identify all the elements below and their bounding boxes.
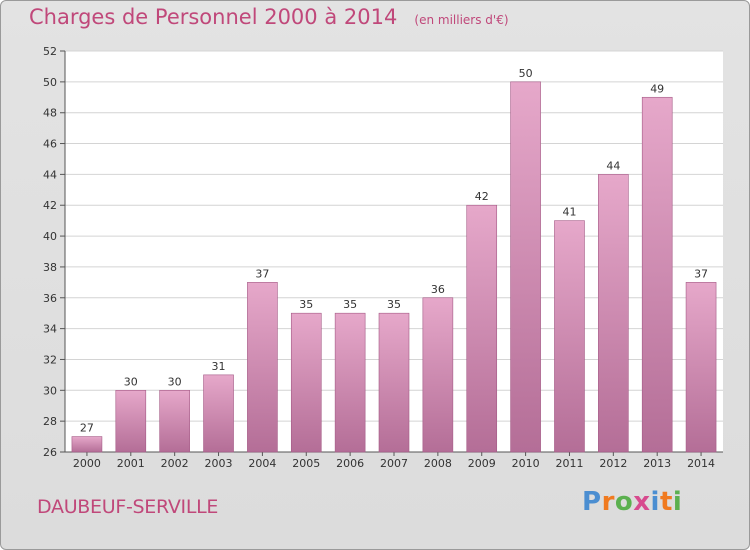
x-tick-label: 2001 (117, 457, 145, 470)
x-tick-label: 2006 (336, 457, 364, 470)
x-tick-label: 2014 (687, 457, 715, 470)
x-tick-label: 2008 (424, 457, 452, 470)
y-tick-label: 36 (43, 292, 57, 305)
y-tick-label: 46 (43, 138, 57, 151)
y-tick-label: 50 (43, 76, 57, 89)
y-tick-label: 42 (43, 199, 57, 212)
y-tick-label: 38 (43, 261, 57, 274)
bar (159, 390, 190, 453)
bar (641, 96, 673, 453)
data-label: 37 (255, 267, 269, 280)
proxiti-logo[interactable]: Proxiti (582, 487, 682, 517)
x-tick-label: 2012 (599, 457, 627, 470)
data-label: 35 (299, 298, 313, 311)
data-label: 30 (124, 375, 138, 388)
data-label: 41 (562, 206, 576, 219)
bar (378, 312, 410, 453)
y-tick-label: 40 (43, 230, 57, 243)
x-tick-label: 2005 (292, 457, 320, 470)
data-label: 42 (475, 190, 489, 203)
logo-letter: i (672, 487, 683, 517)
x-tick-label: 2003 (205, 457, 233, 470)
bar (334, 312, 366, 453)
bars (71, 81, 717, 453)
bar (290, 312, 322, 453)
data-label: 44 (606, 159, 620, 172)
y-tick-label: 48 (43, 107, 57, 120)
bar (598, 174, 629, 453)
logo-letter: o (614, 487, 634, 517)
y-tick-label: 30 (43, 384, 57, 397)
data-label: 27 (80, 422, 94, 435)
x-tick-label: 2002 (161, 457, 189, 470)
bar (510, 81, 541, 453)
y-tick-label: 34 (43, 323, 57, 336)
logo-letter: i (650, 487, 660, 517)
x-tick-label: 2013 (643, 457, 671, 470)
y-tick-label: 44 (43, 168, 57, 181)
bar (685, 282, 717, 453)
x-tick-label: 2004 (248, 457, 276, 470)
y-tick-label: 28 (43, 415, 57, 428)
data-label: 50 (519, 67, 533, 80)
bar (71, 436, 103, 453)
logo-letter: t (659, 487, 673, 517)
bar (554, 220, 585, 453)
chart-subtitle: (en milliers d'€) (414, 13, 509, 27)
data-label: 36 (431, 283, 445, 296)
y-tick-label: 26 (43, 446, 57, 459)
commune-name: DAUBEUF-SERVILLE (37, 496, 219, 518)
data-label: 49 (650, 82, 664, 95)
logo-letter: r (601, 487, 615, 517)
x-tick-label: 2010 (512, 457, 540, 470)
data-label: 35 (343, 298, 357, 311)
data-label: 37 (694, 267, 708, 280)
bar (422, 297, 454, 453)
logo-letter: x (633, 487, 651, 517)
bar (466, 204, 498, 453)
bar (247, 282, 278, 453)
chart-header: Charges de Personnel 2000 à 2014 (en mil… (29, 5, 509, 29)
x-tick-label: 2007 (380, 457, 408, 470)
bar (203, 374, 234, 453)
data-label: 31 (212, 360, 226, 373)
logo-letter: P (582, 487, 602, 517)
x-tick-label: 2011 (555, 457, 583, 470)
bar (115, 390, 147, 453)
y-tick-label: 32 (43, 353, 57, 366)
x-tick-label: 2009 (468, 457, 496, 470)
data-labels: 27 30 30 31 37 35 35 35 36 42 50 41 44 49 37 (80, 67, 708, 435)
data-label: 35 (387, 298, 401, 311)
data-label: 30 (168, 375, 182, 388)
x-tick-label: 2000 (73, 457, 101, 470)
chart-title: Charges de Personnel 2000 à 2014 (29, 5, 398, 29)
y-tick-label: 52 (43, 45, 57, 58)
